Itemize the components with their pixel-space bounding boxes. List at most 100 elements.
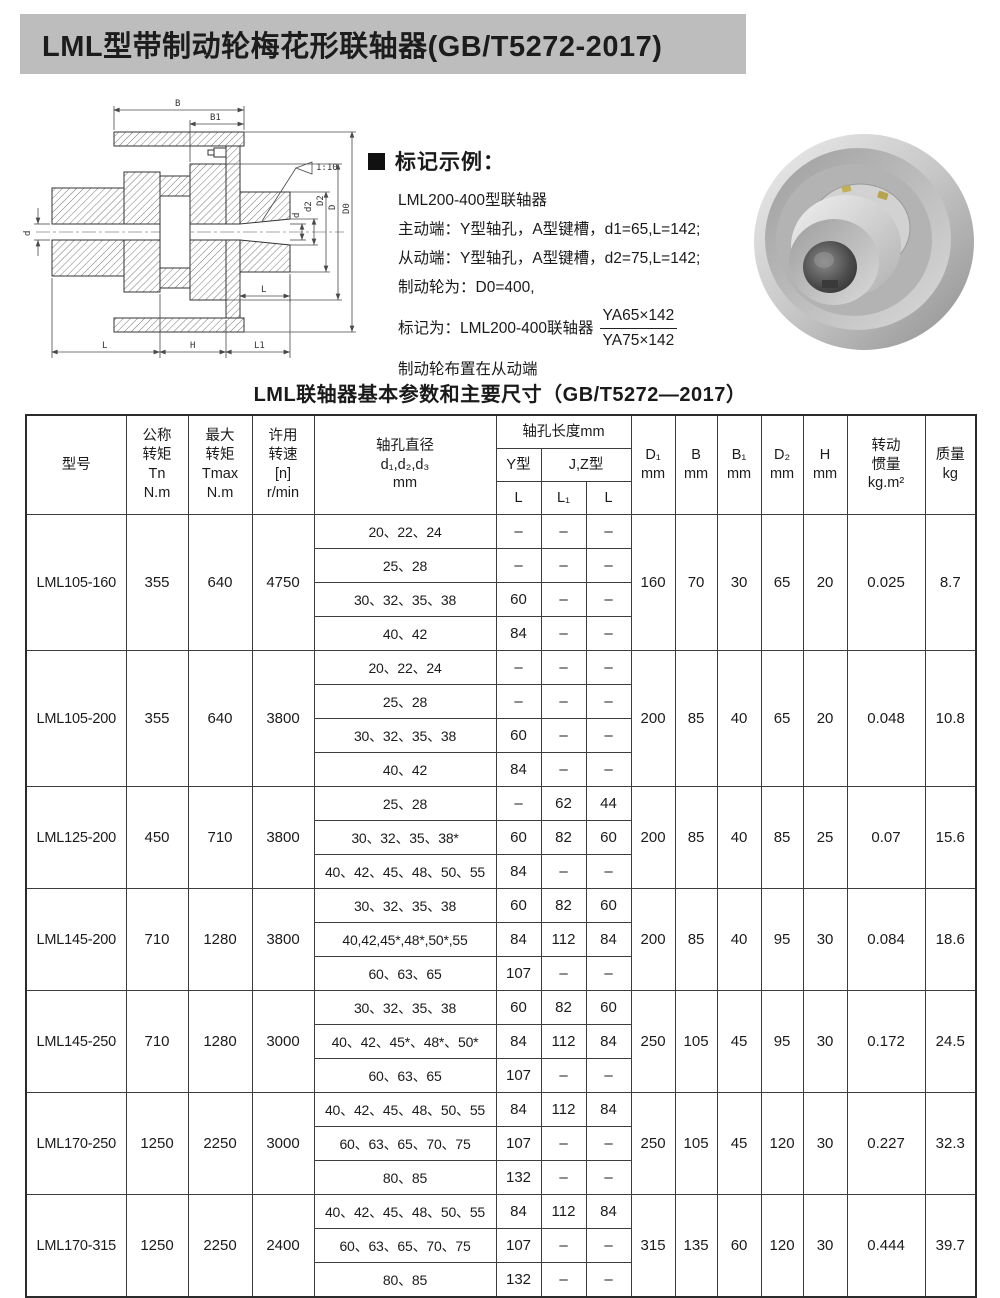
cell-allowable-speed: 3000: [251, 990, 315, 1093]
cell-B: 70: [674, 514, 718, 651]
cell-allowable-speed: 3800: [251, 786, 315, 889]
cell-rotary-inertia: 0.084: [846, 888, 926, 991]
cell-length-JZ-L: –: [585, 548, 632, 583]
cell-length-JZ-L: –: [585, 1126, 632, 1161]
cell-nominal-torque: 355: [125, 514, 189, 651]
dim-label-D2: D2: [316, 195, 326, 206]
col-header-D1: D₁ mm: [630, 414, 676, 515]
cell-model: LML105-160: [25, 514, 127, 651]
cell-model: LML145-200: [25, 888, 127, 991]
cell-D1: 200: [630, 786, 676, 889]
table-row: 60、63、65 107– –: [26, 956, 976, 991]
table-row: 25、28– – –: [26, 548, 976, 583]
marking-heading: 标记示例：: [395, 151, 505, 174]
right-hub-top: [239, 191, 291, 225]
table-row: LML145-250 710 1280 3000 30、32、35、38 60 82 60 25…: [25, 990, 977, 1093]
col-header-L: L: [495, 481, 542, 515]
cell-bore-diameters: 40、42: [313, 616, 497, 651]
table-row: LML145-200 710 1280 3800 30、32、35、38 60 82 60 20…: [25, 888, 977, 991]
cell-H: 20: [802, 514, 848, 651]
cell-max-torque: 1280: [187, 990, 253, 1093]
cell-length-JZ-L1: –: [540, 1126, 587, 1161]
cell-D2: 85: [760, 786, 804, 889]
cell-rotary-inertia: 0.444: [846, 1194, 926, 1298]
col-header-y-type: Y型: [495, 448, 542, 482]
cell-allowable-speed: 2400: [251, 1194, 315, 1298]
table-row: 40、42、45*、48*、50* 84 112 84: [26, 1024, 976, 1059]
cell-rotary-inertia: 0.048: [846, 650, 926, 787]
col-header-tn: 公称 转矩 Tn N.m: [125, 414, 189, 515]
cell-length-JZ-L1: 82: [540, 990, 587, 1025]
left-hub-top: [51, 187, 125, 225]
brake-rim-bottom: [113, 317, 245, 333]
cell-bore-diameters: 30、32、35、38: [313, 582, 497, 617]
dim-label-d-left: d: [23, 231, 33, 236]
spider-pad-glimpse-1: [877, 190, 889, 201]
table-row: LML170-250 1250 2250 3000 40、42、45、48、50、55 8…: [25, 1092, 977, 1195]
cell-length-JZ-L1: –: [540, 548, 587, 583]
cell-B1: 60: [716, 1194, 762, 1298]
cell-nominal-torque: 1250: [125, 1194, 189, 1298]
cell-length-Y-L: 60: [495, 990, 542, 1025]
cell-bore-diameters: 20、22、24: [313, 514, 497, 549]
cell-B: 85: [674, 786, 718, 889]
cell-bore-diameters: 40、42、45*、48*、50*: [313, 1024, 497, 1059]
cell-length-JZ-L: –: [585, 854, 632, 889]
cell-D1: 200: [630, 888, 676, 991]
marking-example-section: 标记示例： LML200-400型联轴器 主动端：Y型轴孔，A型键槽，d1=65…: [368, 146, 753, 384]
cell-mass: 18.6: [924, 888, 977, 991]
dim-label-D: D: [328, 205, 338, 210]
cell-length-Y-L: 84: [495, 922, 542, 957]
cell-bore-diameters: 25、28: [313, 786, 497, 821]
cell-allowable-speed: 3800: [251, 650, 315, 787]
cell-B1: 40: [716, 650, 762, 787]
cell-length-JZ-L: 84: [585, 1194, 632, 1229]
cell-rotary-inertia: 0.172: [846, 990, 926, 1093]
col-header-inertia: 转动 惯量 kg.m²: [846, 414, 926, 515]
cell-length-JZ-L: 60: [585, 888, 632, 923]
cell-D2: 95: [760, 888, 804, 991]
cell-length-JZ-L1: 112: [540, 1024, 587, 1059]
cell-length-Y-L: 107: [495, 1228, 542, 1263]
dim-label-d: d: [292, 213, 302, 218]
bolt-icon: [213, 147, 227, 158]
cell-B1: 45: [716, 1092, 762, 1195]
cell-B: 85: [674, 888, 718, 991]
marking-designation-line: 标记为：LML200-400联轴器 YA65×142 YA75×142: [398, 305, 753, 352]
cell-D1: 250: [630, 990, 676, 1093]
cell-model: LML170-315: [25, 1194, 127, 1298]
cell-D1: 160: [630, 514, 676, 651]
coupling-photo-illustration: [754, 134, 974, 350]
cell-mass: 32.3: [924, 1092, 977, 1195]
cell-nominal-torque: 710: [125, 990, 189, 1093]
dim-label-d2: d2: [304, 201, 314, 212]
table-row: 40、42 84– –: [26, 616, 976, 651]
cell-length-Y-L: 60: [495, 582, 542, 617]
cell-H: 30: [802, 1194, 848, 1298]
cell-max-torque: 2250: [187, 1194, 253, 1298]
black-square-bullet-icon: [368, 152, 385, 170]
cell-bore-diameters: 40、42、45、48、50、55: [313, 1092, 497, 1127]
cell-B: 85: [674, 650, 718, 787]
cell-length-JZ-L: 84: [585, 1024, 632, 1059]
cell-D2: 95: [760, 990, 804, 1093]
cell-length-JZ-L1: –: [540, 1262, 587, 1298]
dim-label-taper: 1:10: [316, 163, 338, 173]
marking-lines: LML200-400型联轴器 主动端：Y型轴孔，A型键槽，d1=65,L=142…: [398, 186, 753, 384]
catalog-page: LML型带制动轮梅花形联轴器(GB/T5272-2017): [20, 14, 990, 1298]
cell-bore-diameters: 20、22、24: [313, 650, 497, 685]
cell-length-Y-L: –: [495, 650, 542, 685]
cell-bore-diameters: 60、63、65、70、75: [313, 1228, 497, 1263]
dim-label-H: H: [190, 341, 195, 351]
cell-bore-diameters: 30、32、35、38: [313, 718, 497, 753]
dim-label-L-mid: L: [261, 285, 266, 295]
col-header-B: B mm: [674, 414, 718, 515]
cell-bore-diameters: 25、28: [313, 548, 497, 583]
cell-bore-diameters: 30、32、35、38: [313, 888, 497, 923]
brake-rim-top: [113, 131, 245, 147]
cell-length-Y-L: 107: [495, 956, 542, 991]
cell-length-Y-L: 84: [495, 854, 542, 889]
cell-length-Y-L: –: [495, 786, 542, 821]
product-photo: [738, 126, 990, 366]
table-row: LML105-200 355 640 3800 20、22、24– – –200 85 40 65…: [25, 650, 977, 787]
